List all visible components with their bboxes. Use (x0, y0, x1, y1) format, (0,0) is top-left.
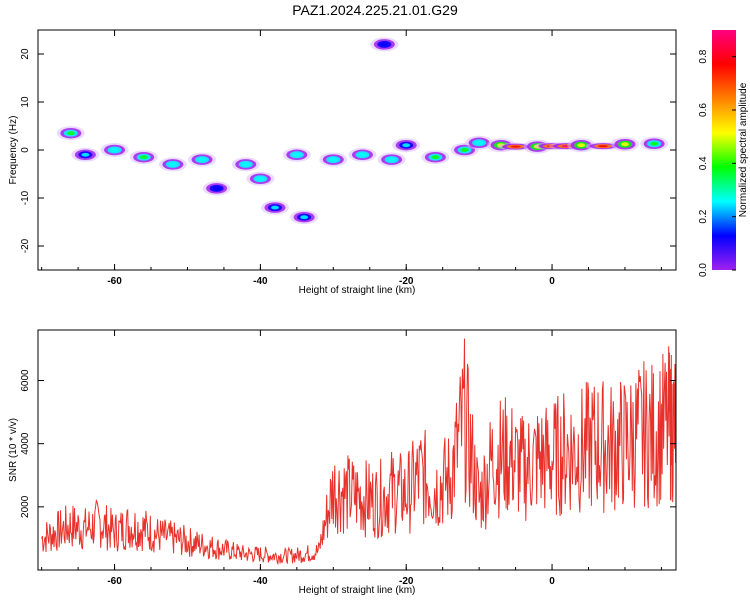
heatmap-cell (300, 215, 309, 220)
x-tick-label: -60 (107, 276, 122, 287)
x-tick-label: -20 (399, 576, 414, 587)
heatmap-cell (358, 152, 367, 157)
heatmap-cell (650, 141, 659, 146)
spectrogram-y-axis-label: Frequency (Hz) (8, 116, 19, 185)
heatmap-cell (621, 142, 629, 147)
heatmap-cell (271, 205, 279, 210)
heatmap-cell (212, 186, 221, 191)
x-tick-label: 0 (549, 576, 555, 587)
colorbar-ticks: 0.0 0.2 0.4 0.6 0.8 (698, 49, 736, 277)
heatmap-cell (241, 162, 250, 167)
heatmap-cell (139, 155, 148, 160)
x-tick-label: -20 (399, 276, 414, 287)
colorbar-tick-label: 0.6 (698, 103, 709, 117)
colorbar-label: Normalized spectral amplitude (738, 82, 749, 217)
heatmap-cell (380, 42, 389, 47)
heatmap-cell (431, 155, 440, 160)
y-tick-label: 2000 (20, 495, 31, 518)
heatmap-cell (81, 152, 90, 157)
snr-series-line (41, 338, 677, 566)
heatmap-cell (387, 157, 396, 162)
y-tick-label: 4000 (20, 432, 31, 455)
x-tick-label: -40 (253, 576, 268, 587)
y-tick-label: -20 (20, 238, 31, 253)
heatmap-cell (110, 148, 119, 152)
y-tick-label: 10 (20, 96, 31, 108)
snr-background (38, 330, 676, 570)
colorbar-tick-label: 0.0 (698, 263, 709, 277)
heatmap-cell (198, 157, 206, 162)
colorbar-tick-label: 0.2 (698, 209, 709, 223)
chart-title: PAZ1.2024.225.21.01.G29 (292, 2, 458, 18)
spectrogram-x-axis-label: Height of straight line (km) (299, 285, 416, 296)
spectrogram-heatmap (56, 37, 669, 225)
colorbar-gradient (712, 30, 736, 270)
heatmap-cell (598, 145, 609, 148)
heatmap-cell (510, 145, 521, 148)
spectrogram-panel: -60 -40 -20 0 -20 -10 0 10 20 Height of straight… (8, 29, 677, 296)
heatmap-cell (329, 157, 338, 162)
spectrogram-axes: -60 -40 -20 0 -20 -10 0 10 20 (20, 30, 676, 287)
heatmap-cell (256, 176, 265, 181)
colorbar-tick-label: 0.8 (698, 49, 709, 63)
y-tick-label: 6000 (20, 369, 31, 392)
snr-x-axis-label: Height of straight line (km) (299, 585, 416, 596)
heatmap-cell (460, 148, 469, 152)
heatmap-cell (402, 143, 411, 148)
y-tick-label: 20 (20, 48, 31, 60)
heatmap-cell (66, 131, 75, 136)
y-tick-label: -10 (20, 190, 31, 205)
y-tick-label: 0 (20, 147, 31, 153)
x-tick-label: -60 (107, 576, 122, 587)
heatmap-cell (168, 162, 177, 167)
x-tick-label: 0 (549, 276, 555, 287)
heatmap-cell (475, 140, 484, 145)
heatmap-cell (577, 143, 586, 148)
snr-panel: -60 -40 -20 0 2000 4000 6000 Height of straigh… (8, 329, 677, 596)
snr-axes: -60 -40 -20 0 2000 4000 6000 (20, 330, 676, 587)
snr-y-axis-label: SNR (10 * v/v) (8, 418, 19, 482)
colorbar-tick-label: 0.4 (698, 156, 709, 170)
snr-frame (37, 329, 677, 571)
heatmap-cell (292, 152, 301, 157)
colorbar: 0.0 0.2 0.4 0.6 0.8 Normalized spectral ampl… (698, 30, 749, 277)
x-tick-label: -40 (253, 276, 268, 287)
